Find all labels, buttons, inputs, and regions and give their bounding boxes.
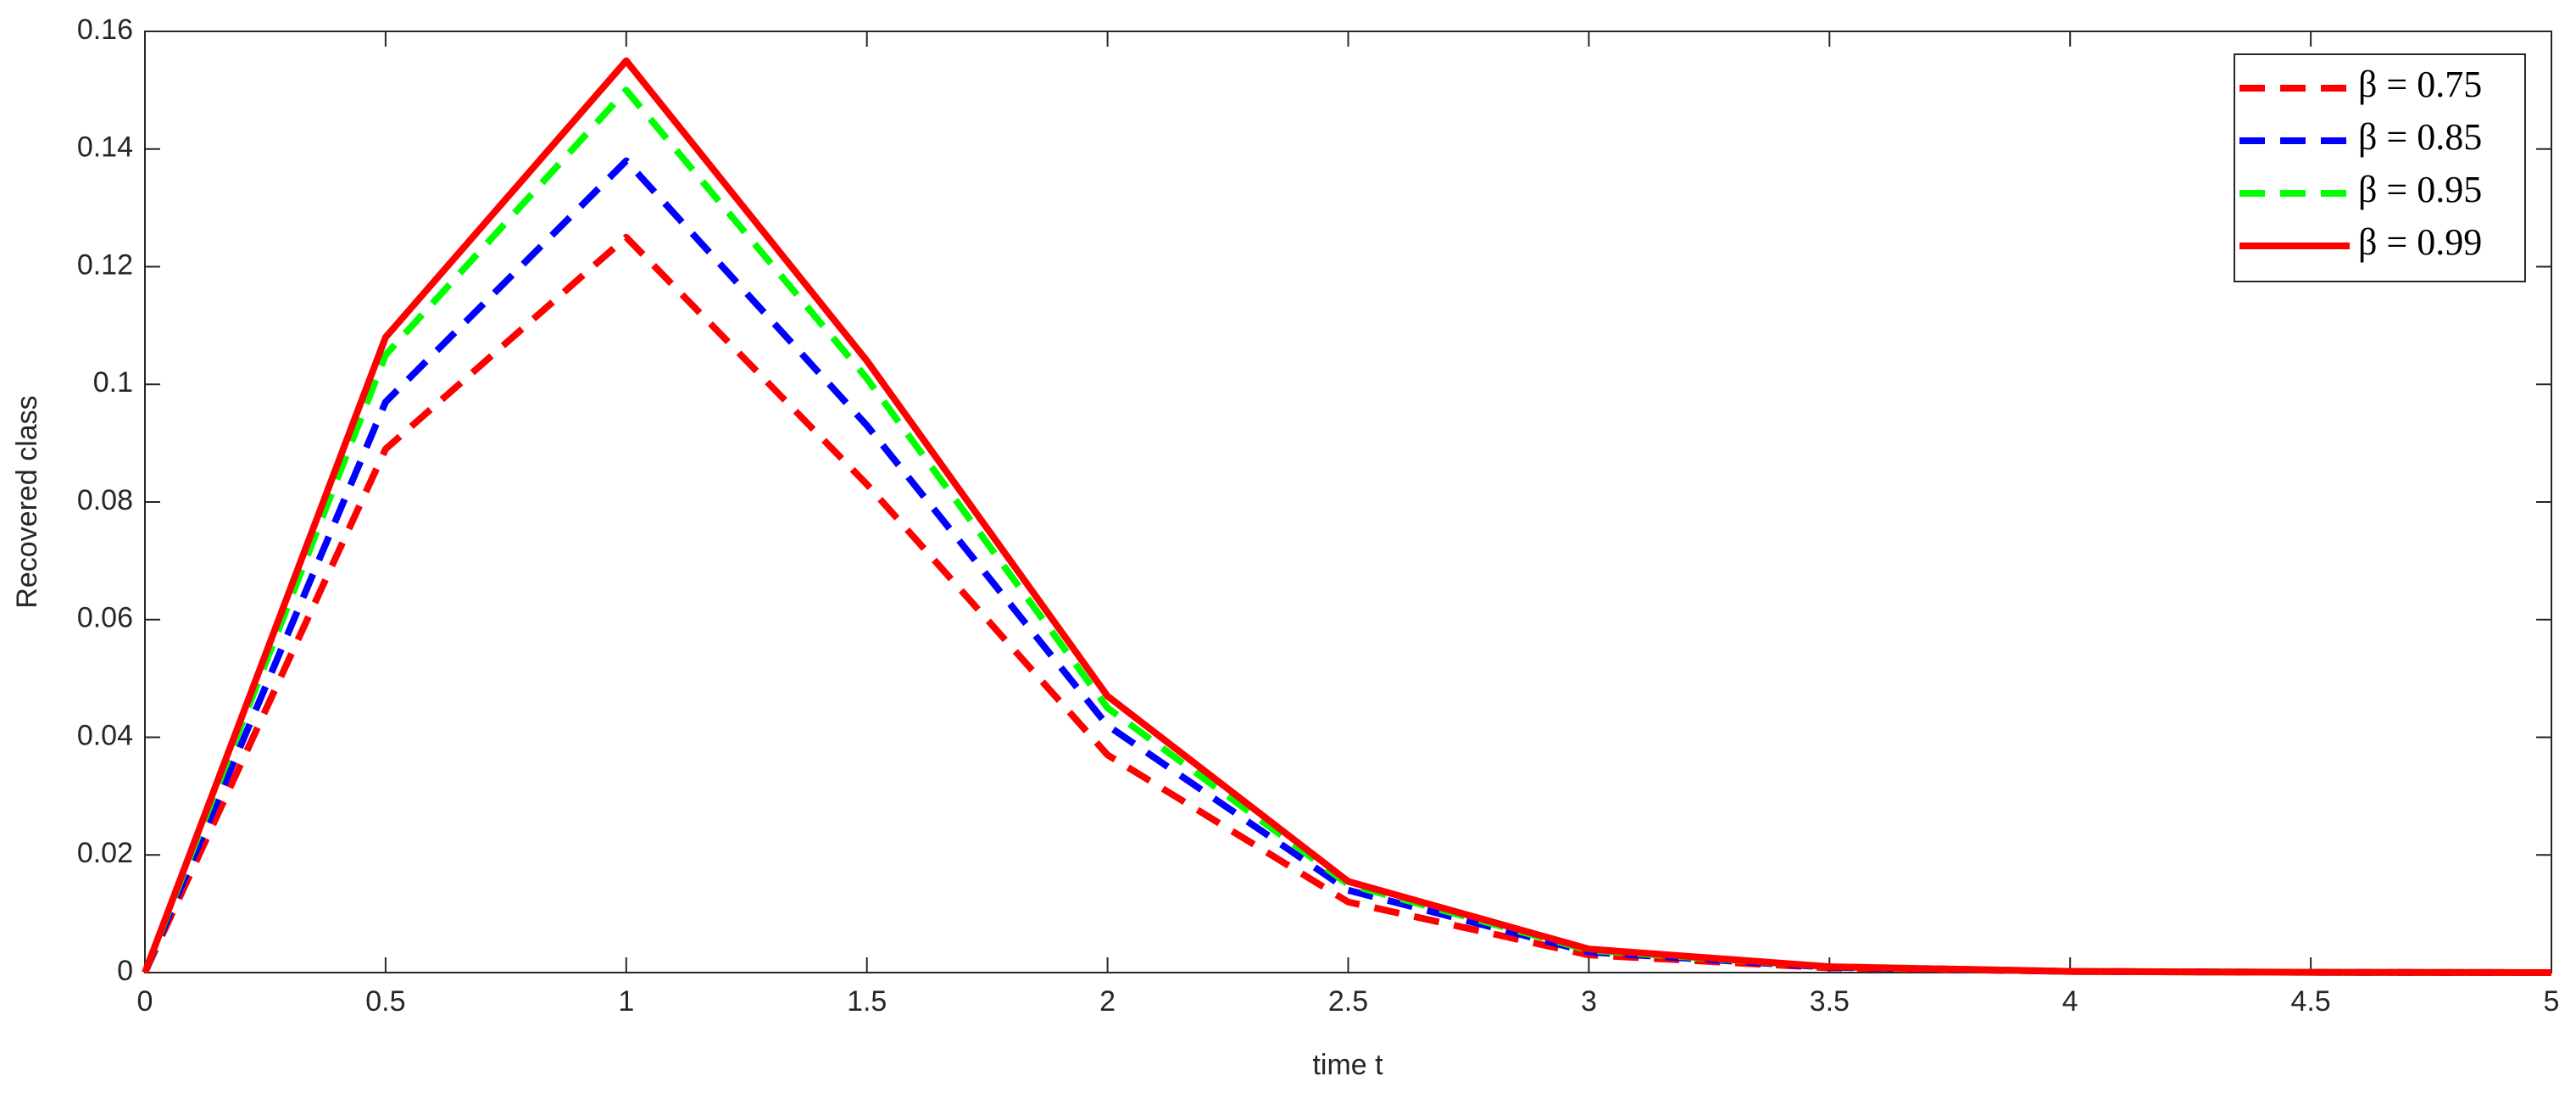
x-tick-label: 5	[2544, 985, 2560, 1018]
x-tick-label: 0	[137, 985, 153, 1018]
y-tick-label: 0.1	[93, 366, 133, 399]
x-tick-label: 1	[618, 985, 634, 1018]
x-tick-label: 4	[2062, 985, 2078, 1018]
x-tick-label: 2.5	[1328, 985, 1368, 1018]
x-tick-label: 3	[1581, 985, 1597, 1018]
x-tick-label: 3.5	[1810, 985, 1850, 1018]
x-axis-label: time t	[1312, 1049, 1383, 1081]
y-tick-label: 0.14	[77, 131, 133, 164]
x-tick-label: 1.5	[847, 985, 887, 1018]
y-tick-label: 0.12	[77, 248, 133, 281]
series-line	[142, 57, 2552, 976]
y-tick-label: 0.06	[77, 602, 133, 634]
legend-label: β = 0.99	[2358, 221, 2482, 263]
y-tick-label: 0.16	[77, 14, 133, 46]
x-tick-label: 2	[1099, 985, 1116, 1018]
y-tick-label: 0.04	[77, 719, 133, 751]
y-axis-label: Recovered class	[11, 395, 43, 608]
x-tick-label: 4.5	[2290, 985, 2330, 1018]
legend-label: β = 0.85	[2358, 116, 2482, 158]
y-tick-label: 0.02	[77, 837, 133, 869]
legend-label: β = 0.75	[2358, 64, 2482, 105]
y-tick-label: 0	[117, 955, 133, 987]
y-tick-label: 0.08	[77, 484, 133, 516]
plot-area	[144, 31, 2552, 973]
legend: β = 0.75 β = 0.85 β = 0.95 β = 0.99	[2234, 53, 2526, 282]
x-tick-label: 0.5	[365, 985, 405, 1018]
legend-label: β = 0.95	[2358, 169, 2482, 210]
